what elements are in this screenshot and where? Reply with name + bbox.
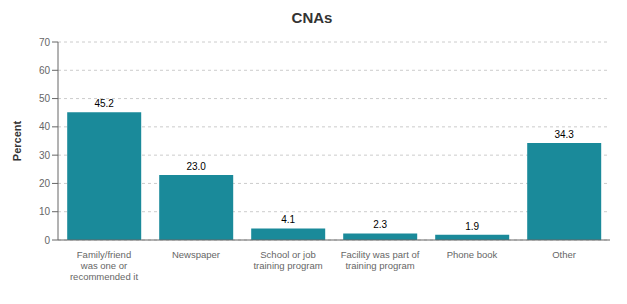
svg-text:34.3: 34.3: [554, 129, 574, 140]
svg-text:20: 20: [39, 178, 51, 189]
svg-text:70: 70: [39, 37, 51, 48]
svg-text:2.3: 2.3: [373, 219, 387, 230]
svg-text:Other: Other: [552, 249, 576, 260]
svg-text:Percent: Percent: [11, 120, 23, 161]
svg-text:4.1: 4.1: [281, 214, 295, 225]
svg-text:30: 30: [39, 150, 51, 161]
svg-text:50: 50: [39, 93, 51, 104]
svg-text:School or jobtraining program: School or jobtraining program: [253, 249, 322, 271]
svg-text:Family/friendwas one orrecomme: Family/friendwas one orrecommended it: [70, 249, 138, 282]
svg-text:0: 0: [44, 235, 50, 246]
svg-text:23.0: 23.0: [186, 161, 206, 172]
svg-text:1.9: 1.9: [465, 221, 479, 232]
svg-text:Newspaper: Newspaper: [172, 249, 220, 260]
svg-text:10: 10: [39, 206, 51, 217]
svg-text:45.2: 45.2: [94, 98, 114, 109]
svg-text:Facility was part oftraining p: Facility was part oftraining program: [341, 249, 420, 271]
svg-text:60: 60: [39, 65, 51, 76]
html-text:CNAs: CNAs: [291, 9, 333, 26]
svg-text:Phone book: Phone book: [447, 249, 498, 260]
svg-text:40: 40: [39, 121, 51, 132]
